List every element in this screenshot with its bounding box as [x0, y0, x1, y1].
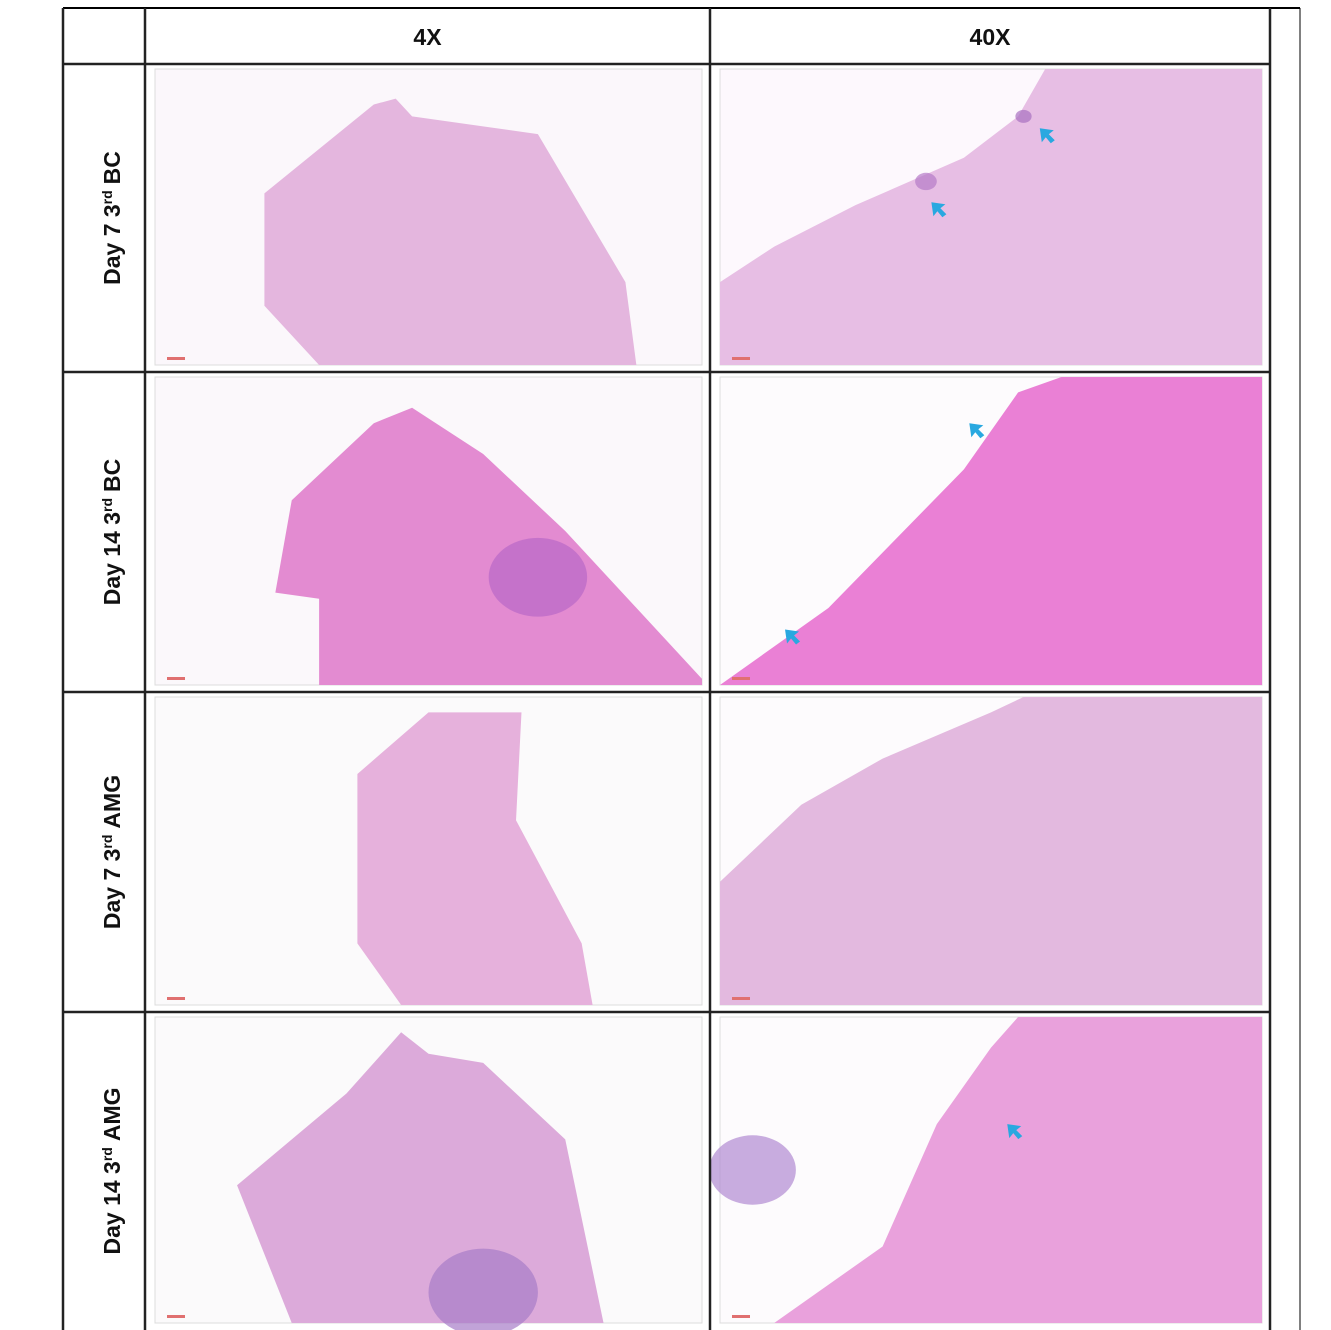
row-label-sup: rd: [99, 1147, 115, 1161]
scale-bar: [732, 1315, 750, 1318]
scale-bar: [167, 1315, 185, 1318]
scale-bar: [167, 357, 185, 360]
row-label-sup: rd: [99, 835, 115, 849]
row-label-group: AMG: [99, 775, 125, 829]
row-label: Day 14 3rd BC: [99, 459, 125, 606]
scale-bar: [167, 997, 185, 1000]
row-label-text: Day 7 3: [99, 204, 125, 285]
row-label: Day 7 3rd AMG: [99, 775, 125, 929]
row-label-group: AMG: [99, 1087, 125, 1141]
scale-bar: [732, 677, 750, 680]
row-label-sup: rd: [99, 498, 115, 512]
row-label-sup: rd: [99, 190, 115, 204]
row-label-group: BC: [99, 459, 125, 492]
row-label-group: BC: [99, 151, 125, 184]
tissue-cluster: [915, 173, 937, 190]
row-label-text: Day 7 3: [99, 849, 125, 930]
row-label: Day 14 3rd AMG: [99, 1087, 125, 1254]
column-header: 4X: [413, 24, 442, 50]
tissue-cluster: [709, 1135, 796, 1204]
tissue-cluster: [1015, 110, 1031, 123]
row-label-text: Day 14 3: [99, 1161, 125, 1254]
row-label: Day 7 3rd BC: [99, 151, 125, 285]
row-label-text: Day 14 3: [99, 512, 125, 605]
scale-bar: [167, 677, 185, 680]
column-header: 40X: [970, 24, 1012, 50]
scale-bar: [732, 357, 750, 360]
tissue-cluster: [489, 538, 587, 617]
figure-table: 4X40XDay 7 3rdBCDay 14 3rdBCDay 7 3rdAMG…: [0, 0, 1331, 1330]
scale-bar: [732, 997, 750, 1000]
